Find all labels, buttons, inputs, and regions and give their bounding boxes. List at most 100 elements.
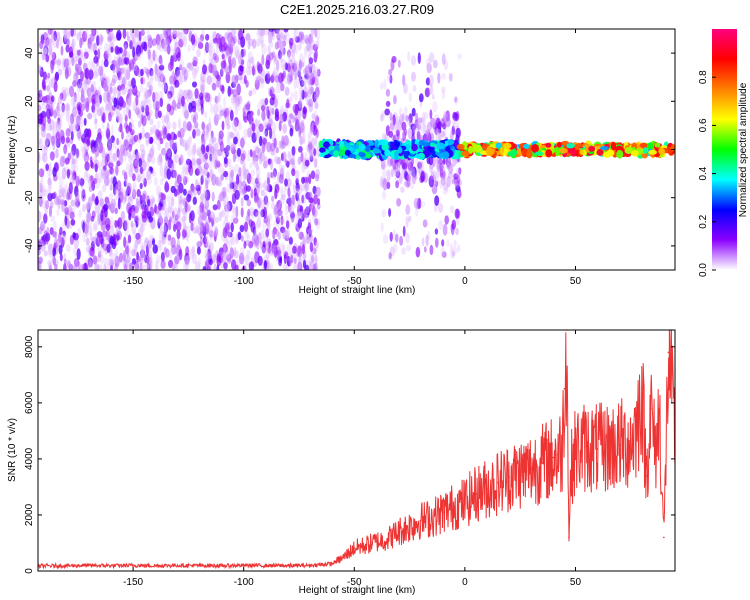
snr-data-point bbox=[574, 449, 577, 452]
heatmap-cell bbox=[286, 98, 290, 109]
heatmap-cell bbox=[273, 239, 279, 246]
heatmap-cell bbox=[287, 74, 293, 85]
heatmap-cell bbox=[258, 29, 264, 37]
heatmap-cell bbox=[235, 96, 240, 106]
heatmap-cell bbox=[134, 266, 138, 270]
heatmap-cell bbox=[433, 59, 438, 69]
heatmap-cell bbox=[150, 144, 155, 156]
heatmap-cell bbox=[113, 55, 118, 66]
heatmap-cell bbox=[126, 182, 132, 194]
heatmap-cell bbox=[70, 29, 74, 37]
y-tick-label: 20 bbox=[24, 95, 35, 107]
heatmap-cell bbox=[94, 179, 101, 189]
heatmap-cell bbox=[59, 155, 65, 168]
heatmap-cell bbox=[293, 78, 298, 89]
heatmap-cell bbox=[268, 29, 274, 33]
heatmap-cell bbox=[91, 104, 96, 113]
heatmap-cell bbox=[388, 130, 394, 138]
heatmap-cell bbox=[295, 182, 300, 192]
heatmap-cell bbox=[289, 41, 293, 50]
heatmap-cell bbox=[243, 240, 247, 249]
heatmap-cell bbox=[209, 242, 214, 252]
heatmap-cell bbox=[191, 148, 196, 160]
heatmap-cell bbox=[143, 41, 148, 52]
heatmap-cell bbox=[140, 251, 146, 261]
heatmap-cell bbox=[47, 192, 53, 202]
heatmap-cell bbox=[118, 96, 124, 107]
heatmap-cell bbox=[43, 74, 48, 81]
heatmap-cell bbox=[610, 141, 617, 151]
heatmap-cell bbox=[112, 74, 118, 84]
heatmap-cell bbox=[68, 182, 73, 194]
heatmap-cell bbox=[159, 178, 164, 186]
heatmap-cell bbox=[142, 193, 146, 201]
heatmap-cell bbox=[133, 239, 139, 248]
heatmap-cell bbox=[283, 135, 289, 147]
heatmap-cell bbox=[607, 149, 615, 157]
heatmap-cell bbox=[425, 57, 432, 70]
heatmap-cell bbox=[196, 158, 202, 166]
heatmap-cell bbox=[158, 43, 164, 53]
heatmap-cell bbox=[299, 136, 303, 146]
heatmap-cell bbox=[47, 29, 53, 35]
heatmap-cell bbox=[311, 113, 316, 120]
heatmap-cell bbox=[94, 121, 98, 130]
heatmap-cell bbox=[223, 97, 226, 109]
heatmap-cell bbox=[187, 164, 191, 174]
heatmap-cell bbox=[427, 121, 432, 132]
heatmap-cell bbox=[116, 148, 120, 158]
heatmap-cell bbox=[199, 195, 204, 207]
heatmap-cell bbox=[410, 167, 416, 179]
heatmap-cell bbox=[545, 149, 553, 158]
heatmap-cell bbox=[51, 103, 55, 115]
heatmap-cell bbox=[146, 259, 150, 270]
heatmap-cell bbox=[172, 143, 178, 151]
heatmap-cell bbox=[150, 156, 156, 164]
heatmap-cell bbox=[104, 262, 110, 270]
heatmap-cell bbox=[117, 197, 121, 210]
heatmap-cell bbox=[235, 237, 239, 245]
heatmap-cell bbox=[187, 90, 192, 99]
heatmap-cell bbox=[264, 192, 268, 200]
heatmap-cell bbox=[307, 87, 314, 96]
heatmap-cell bbox=[312, 185, 317, 195]
heatmap-cell bbox=[299, 135, 305, 144]
heatmap-cell bbox=[206, 75, 213, 85]
heatmap-cell bbox=[78, 31, 82, 38]
x-tick-label: -150 bbox=[123, 276, 143, 287]
heatmap-cell bbox=[41, 78, 46, 90]
heatmap-cell bbox=[148, 254, 153, 265]
heatmap-cell bbox=[107, 257, 114, 265]
heatmap-cell bbox=[412, 174, 416, 185]
heatmap-cell bbox=[212, 230, 217, 237]
heatmap-cell bbox=[292, 37, 297, 49]
heatmap-cell bbox=[310, 170, 316, 180]
heatmap-cell bbox=[176, 238, 180, 251]
heatmap-cell bbox=[213, 65, 217, 73]
heatmap-cell bbox=[211, 75, 217, 85]
heatmap-cell bbox=[146, 81, 151, 88]
heatmap-cell bbox=[126, 255, 131, 263]
heatmap-cell bbox=[304, 64, 309, 72]
heatmap-cell bbox=[186, 89, 191, 96]
heatmap-cell bbox=[118, 71, 123, 81]
heatmap-cell bbox=[52, 191, 57, 199]
heatmap-cell bbox=[66, 58, 70, 65]
snr-data-point bbox=[530, 467, 532, 470]
heatmap-cell bbox=[116, 29, 122, 41]
heatmap-cell bbox=[259, 199, 265, 211]
heatmap-cell bbox=[125, 66, 131, 78]
heatmap-cell bbox=[75, 191, 80, 202]
colorbar-label: Normalized spectral amplitude bbox=[738, 82, 749, 217]
heatmap-cell bbox=[141, 149, 146, 158]
heatmap-cell bbox=[181, 138, 185, 148]
heatmap-cell bbox=[297, 100, 303, 112]
heatmap-cell bbox=[236, 83, 241, 96]
heatmap-cell bbox=[56, 59, 62, 66]
heatmap-cell bbox=[200, 155, 206, 164]
heatmap-cell bbox=[179, 191, 183, 204]
heatmap-cell bbox=[160, 193, 166, 201]
heatmap-cell bbox=[309, 154, 314, 163]
heatmap-cell bbox=[190, 247, 196, 258]
